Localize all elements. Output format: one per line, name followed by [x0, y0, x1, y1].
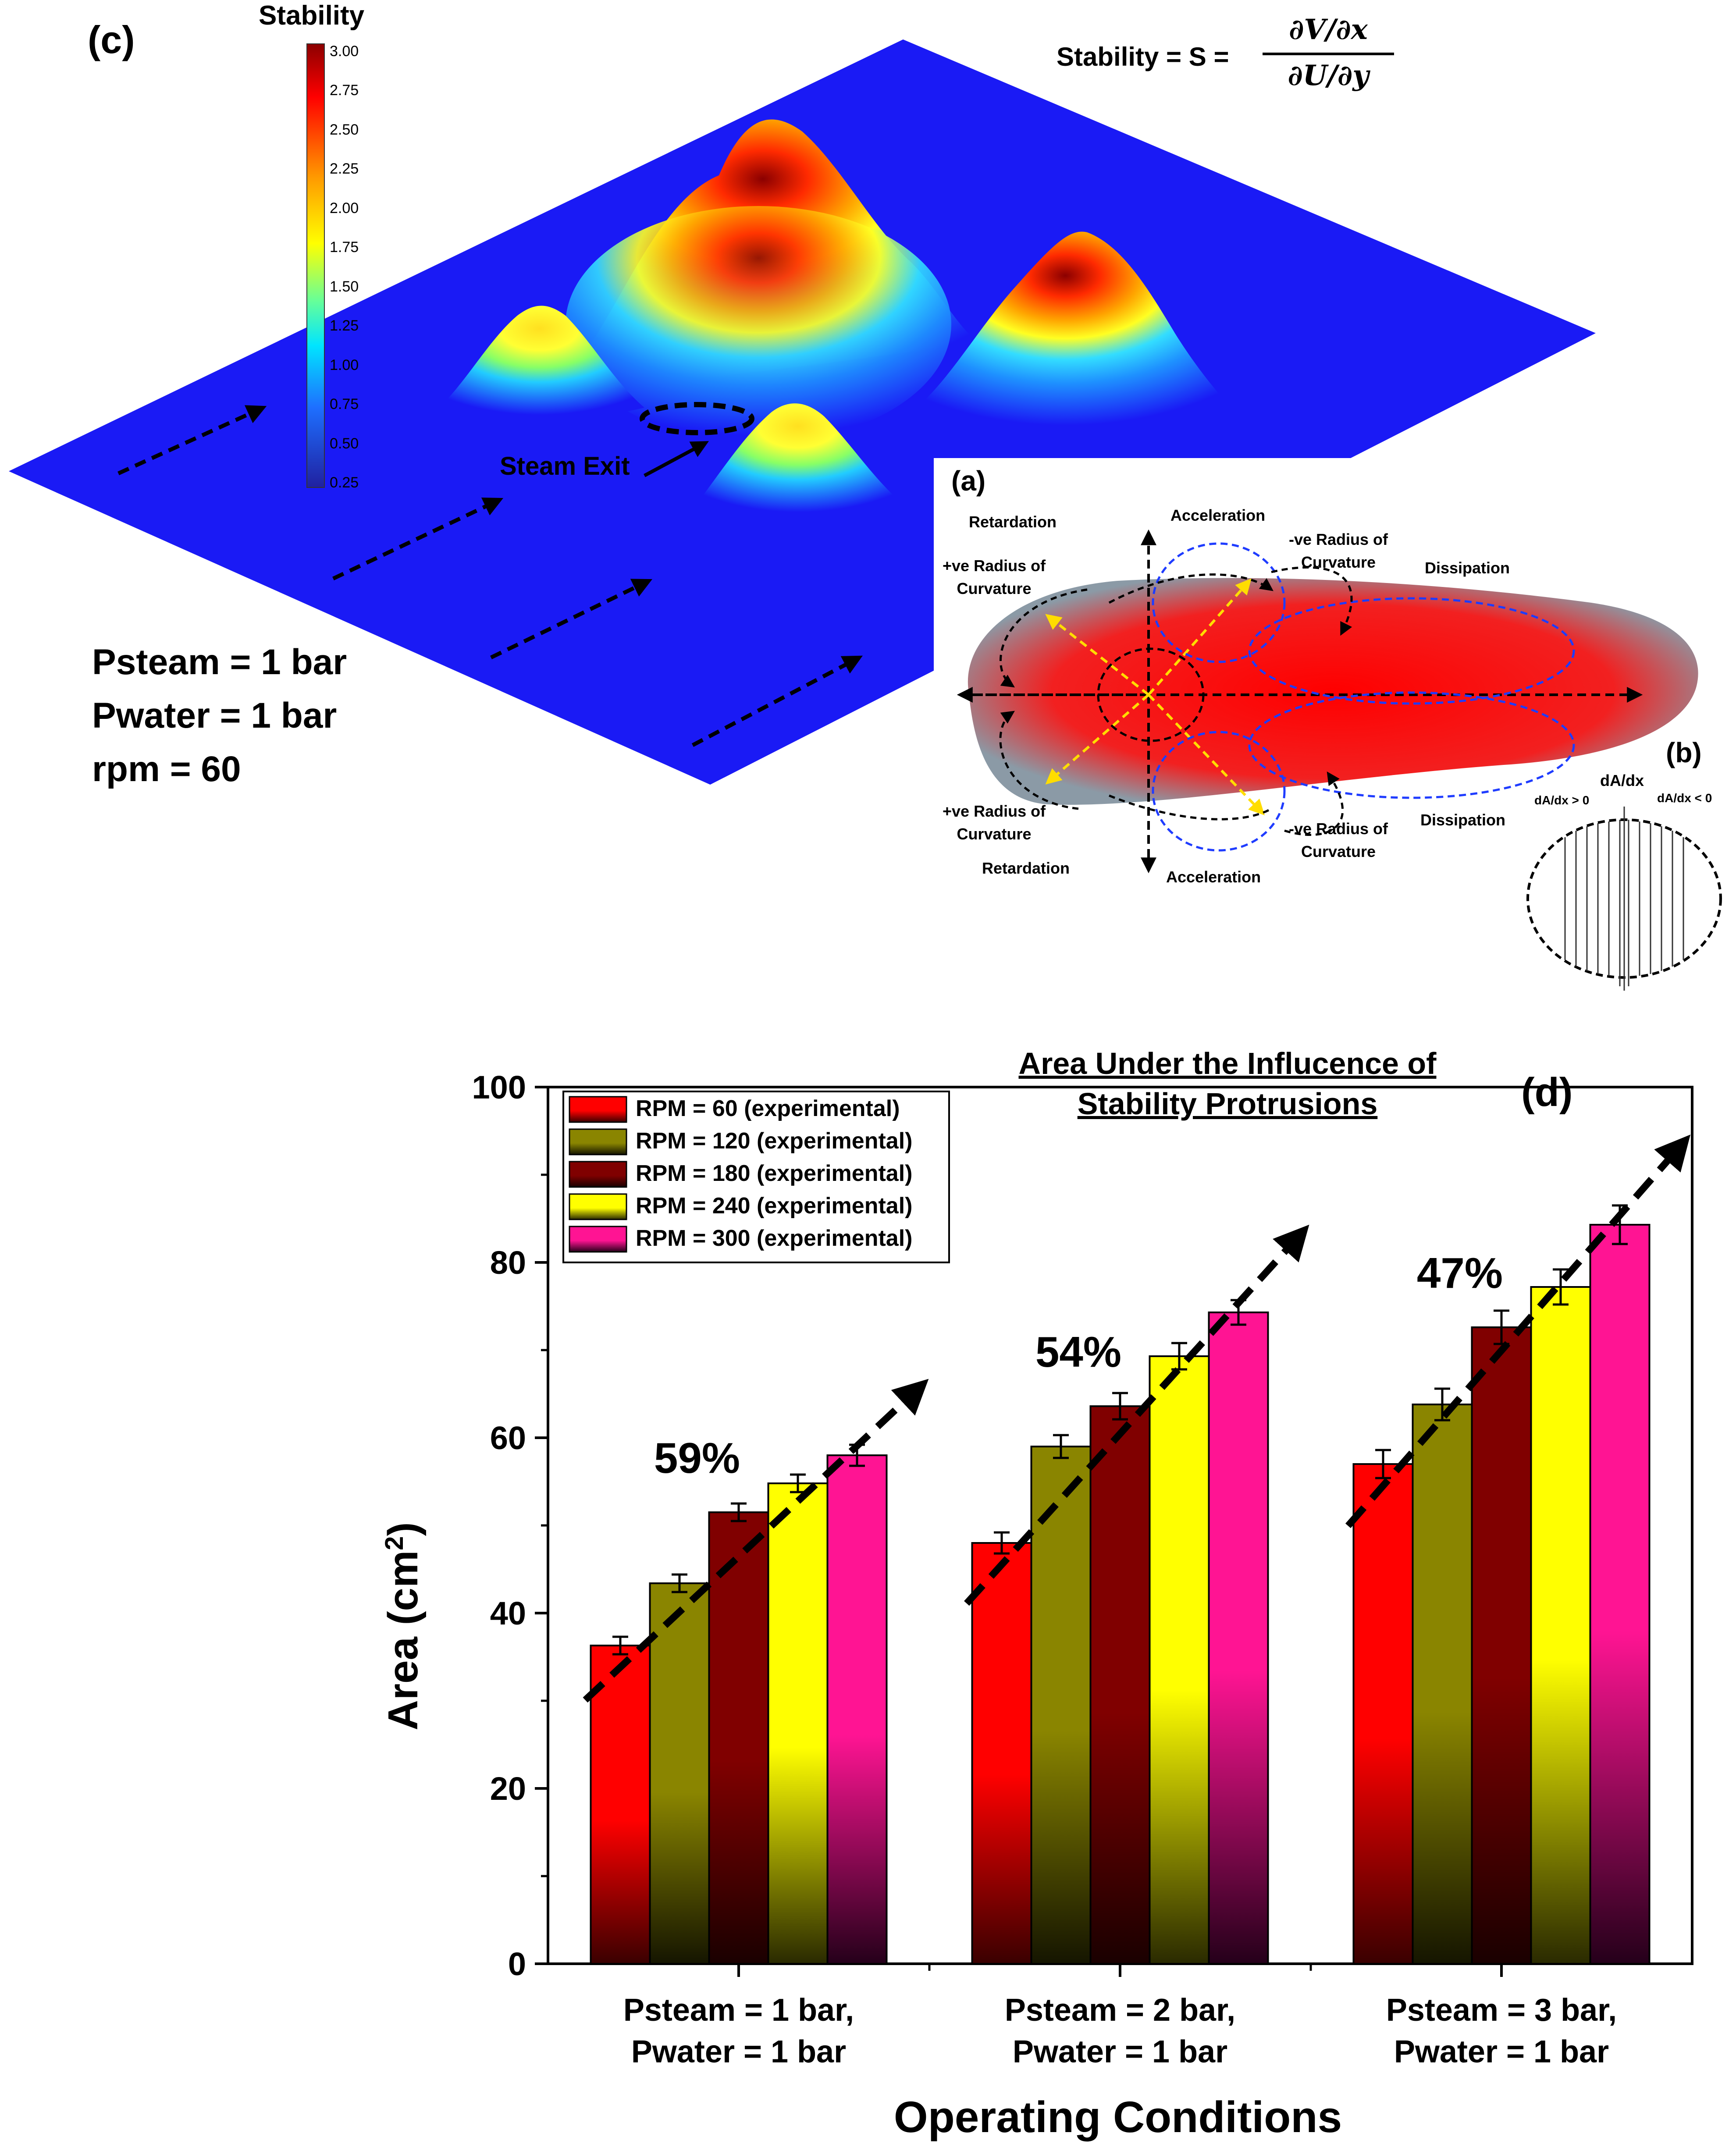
- steam-exit-label: Steam Exit: [500, 452, 630, 480]
- colorbar-tick-label: 1.75: [330, 239, 359, 256]
- y-tick-label: 80: [490, 1244, 526, 1281]
- panel-c-label: (c): [88, 18, 135, 61]
- legend-label: RPM = 60 (experimental): [636, 1096, 900, 1121]
- percent-annotation: 47%: [1417, 1249, 1503, 1297]
- panel-a-label: (a): [951, 465, 986, 497]
- legend-label: RPM = 300 (experimental): [636, 1226, 912, 1251]
- colorbar: [306, 43, 325, 488]
- x-category-label: Pwater = 1 bar: [1394, 2034, 1609, 2069]
- condition-pwater: Pwater = 1 bar: [92, 696, 337, 736]
- panel-a-schematic: [957, 529, 1698, 874]
- legend-label: RPM = 180 (experimental): [636, 1161, 912, 1186]
- x-category-label: Psteam = 1 bar,: [623, 1993, 854, 2028]
- y-axis-label: Area (cm2): [380, 1522, 427, 1731]
- x-category-label: Pwater = 1 bar: [1013, 2034, 1227, 2069]
- steam-exit-marker: [640, 402, 754, 435]
- condition-rpm: rpm = 60: [92, 749, 241, 789]
- legend-swatch: [569, 1096, 627, 1123]
- colorbar-tick-label: 2.00: [330, 199, 359, 217]
- flow-region: [968, 578, 1698, 805]
- bar: [1089, 1405, 1151, 1965]
- y-tick-label: 60: [490, 1420, 526, 1456]
- legend-swatch: [569, 1128, 627, 1155]
- label-dissipation-top: Dissipation: [1425, 559, 1510, 577]
- bar: [826, 1454, 888, 1965]
- label-retardation-bottom: Retardation: [982, 859, 1070, 877]
- legend-box: [562, 1091, 950, 1263]
- formula-fraction-bar: [1263, 53, 1394, 55]
- y-tick-label: 40: [490, 1595, 526, 1631]
- panel-b-left-label: dA/dx > 0: [1534, 793, 1590, 807]
- legend-swatch: [569, 1226, 627, 1253]
- y-tick-label: 0: [508, 1946, 526, 1982]
- legend-label: RPM = 240 (experimental): [636, 1193, 912, 1219]
- condition-psteam: Psteam = 1 bar: [92, 642, 347, 682]
- trend-arrow: [964, 1224, 1309, 1606]
- flow-arrows: [117, 405, 863, 747]
- bar: [971, 1542, 1032, 1965]
- label-dissipation-bottom: Dissipation: [1420, 811, 1506, 829]
- bar: [767, 1482, 829, 1965]
- bar: [1471, 1326, 1532, 1965]
- bar: [1352, 1463, 1414, 1965]
- colorbar-tick-label: 0.25: [330, 474, 359, 491]
- colorbar-tick-label: 0.50: [330, 435, 359, 452]
- bar: [590, 1645, 651, 1965]
- y-tick-label: 20: [490, 1770, 526, 1807]
- x-category-label: Psteam = 2 bar,: [1005, 1993, 1235, 2028]
- colorbar-tick-label: 3.00: [330, 43, 359, 60]
- bar: [1030, 1446, 1092, 1965]
- x-category-label: Psteam = 3 bar,: [1386, 1993, 1617, 2028]
- x-axis-label: Operating Conditions: [893, 2093, 1342, 2142]
- legend-swatch: [569, 1193, 627, 1220]
- colorbar-tick-label: 2.75: [330, 82, 359, 99]
- formula-denominator: ∂U/∂y: [1288, 59, 1369, 92]
- formula-numerator: ∂V/∂x: [1289, 13, 1368, 46]
- steam-exit-arrow: [644, 441, 709, 477]
- x-category-label: Pwater = 1 bar: [631, 2034, 846, 2069]
- bar: [708, 1511, 769, 1965]
- formula-prefix: Stability = S =: [1057, 42, 1229, 71]
- legend-swatch: [569, 1161, 627, 1188]
- chart-title: Area Under the Influcence of Stability P…: [1018, 1046, 1437, 1121]
- panel-b-diagram: [1526, 807, 1722, 991]
- label-pos-radius-bottom: +ve Radius of Curvature: [943, 802, 1046, 843]
- label-acceleration-top: Acceleration: [1170, 506, 1266, 524]
- label-pos-radius-top: +ve Radius of Curvature: [943, 557, 1046, 597]
- bar: [1149, 1355, 1210, 1965]
- panel-b-top-label: dA/dx: [1600, 771, 1644, 789]
- operating-conditions-block: Psteam = 1 bar Pwater = 1 bar rpm = 60: [92, 636, 347, 796]
- panel-d-label: (d): [1521, 1070, 1573, 1115]
- colorbar-tick-label: 1.25: [330, 317, 359, 334]
- stability-peak-small-center: [693, 403, 903, 518]
- percent-annotation: 54%: [1035, 1328, 1121, 1376]
- label-retardation-top: Retardation: [969, 513, 1057, 531]
- trend-arrow: [583, 1379, 929, 1703]
- bar: [1589, 1224, 1651, 1965]
- bar: [1530, 1286, 1591, 1965]
- legend-label: RPM = 120 (experimental): [636, 1128, 912, 1154]
- label-acceleration-bottom: Acceleration: [1166, 868, 1261, 886]
- stability-peak-right: [899, 231, 1232, 431]
- area-bar-chart: 0 20 40 60 80 100 Psteam = 1 bar, Pwater = 1 ba…: [472, 1069, 1693, 2069]
- colorbar-title: Stability: [259, 0, 365, 31]
- trend-arrow: [1345, 1134, 1691, 1528]
- percent-annotation: 59%: [654, 1434, 740, 1482]
- panel-b-right-label: dA/dx < 0: [1657, 791, 1712, 805]
- label-neg-radius-top: -ve Radius of Curvature: [1289, 530, 1388, 571]
- colorbar-tick-label: 2.25: [330, 160, 359, 178]
- colorbar-tick-label: 2.50: [330, 121, 359, 138]
- colorbar-tick-label: 1.00: [330, 356, 359, 373]
- y-tick-label: 100: [472, 1069, 526, 1105]
- colorbar-tick-label: 1.50: [330, 278, 359, 295]
- stability-peak-small-left: [434, 306, 644, 421]
- colorbar-tick-label: 0.75: [330, 396, 359, 413]
- stability-surface-plot: [9, 39, 1596, 785]
- bar: [649, 1582, 710, 1965]
- bar: [1208, 1312, 1269, 1965]
- bar: [1412, 1404, 1473, 1965]
- panel-b-label: (b): [1666, 737, 1702, 768]
- label-neg-radius-bottom: -ve Radius of Curvature: [1289, 820, 1388, 860]
